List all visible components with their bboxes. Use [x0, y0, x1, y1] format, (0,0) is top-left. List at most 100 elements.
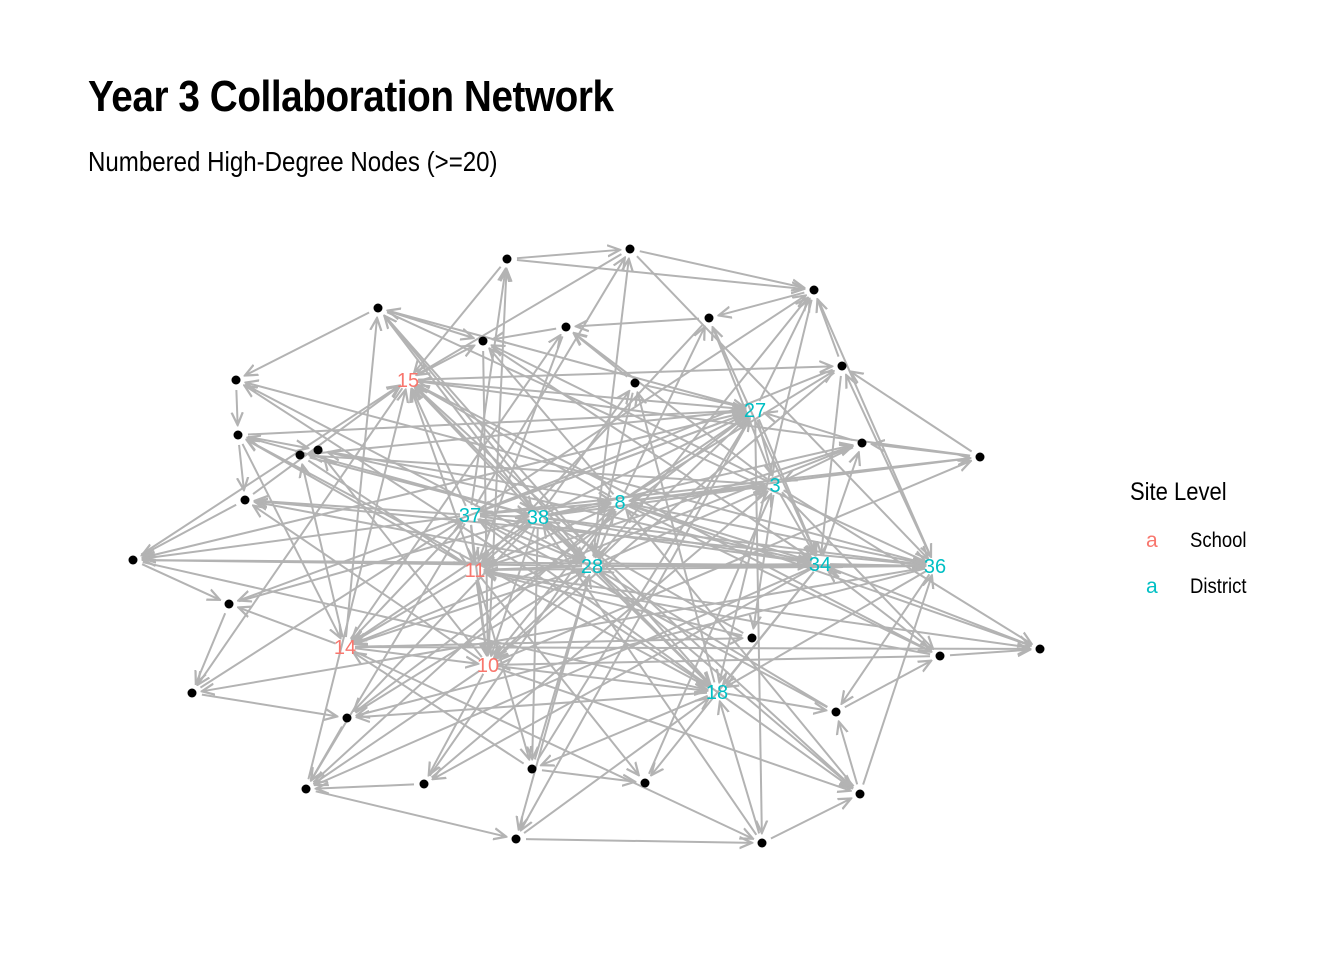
network-node-point: [975, 452, 985, 462]
network-node-label-27: 27: [744, 400, 766, 422]
network-edge: [497, 667, 850, 790]
network-edge: [629, 503, 925, 564]
network-node-point: [301, 784, 311, 794]
network-edge: [519, 575, 591, 830]
legend-label-district: District: [1190, 575, 1247, 598]
network-edge: [544, 525, 758, 836]
network-edge: [383, 314, 711, 684]
network-edge: [525, 839, 752, 843]
network-node-point: [478, 336, 488, 346]
network-edge: [516, 250, 620, 260]
network-node-point: [857, 438, 867, 448]
network-edge: [484, 566, 925, 570]
network-node-point: [809, 285, 819, 295]
network-edge: [628, 371, 834, 498]
network-edge: [844, 661, 931, 709]
network-node-label-34: 34: [809, 554, 831, 576]
network-edge: [238, 607, 336, 645]
legend-item-school: a School: [1130, 519, 1247, 565]
network-edge: [311, 726, 343, 781]
network-edge: [598, 571, 853, 787]
network-edge: [541, 769, 635, 782]
network-edge: [142, 559, 925, 566]
network-edge: [143, 411, 746, 557]
network-node-label-14: 14: [334, 637, 356, 659]
network-edge: [307, 459, 466, 564]
network-node-point: [502, 254, 512, 264]
network-edge: [521, 418, 752, 831]
network-edge: [770, 798, 851, 840]
network-edge: [753, 494, 775, 628]
network-edge: [354, 647, 478, 664]
network-edge: [626, 510, 855, 787]
network-edge: [310, 409, 746, 454]
network-edge: [349, 335, 561, 640]
network-edge: [782, 489, 1032, 643]
network-node-point: [187, 688, 197, 698]
network-edge: [492, 345, 767, 482]
network-node-point: [747, 633, 757, 643]
network-edge: [255, 501, 461, 516]
network-edge: [140, 385, 399, 556]
network-edge: [485, 572, 743, 637]
chart-subtitle: Numbered High-Degree Nodes (>=20): [88, 146, 498, 177]
network-edge: [574, 333, 628, 378]
network-edge: [354, 523, 532, 711]
network-edge: [479, 458, 970, 515]
network-node-point: [233, 430, 243, 440]
network-edge: [433, 567, 812, 779]
network-edge: [142, 561, 707, 690]
legend-title: Site Level: [1130, 478, 1227, 506]
network-edge: [143, 515, 461, 558]
network-edge: [523, 698, 709, 834]
network-node-label-10: 10: [477, 655, 499, 677]
network-node-point: [342, 713, 352, 723]
network-edge: [198, 387, 404, 685]
network-edge: [141, 563, 220, 600]
network-node-point: [295, 450, 305, 460]
network-edge: [872, 444, 971, 457]
network-edge: [387, 310, 474, 338]
network-edge: [416, 346, 474, 377]
network-node-label-36: 36: [924, 556, 946, 578]
network-edge: [416, 383, 931, 652]
network-node-label-8: 8: [614, 492, 625, 514]
network-edge: [536, 418, 749, 762]
network-edge: [623, 327, 704, 494]
network-node-point: [128, 555, 138, 565]
network-edge: [765, 413, 853, 442]
legend-key-district: a: [1146, 575, 1158, 598]
network-edge: [474, 258, 625, 507]
network-edge: [532, 526, 538, 759]
network-node-point: [704, 313, 714, 323]
network-edge: [354, 445, 854, 644]
network-edge: [196, 612, 227, 684]
network-node-point: [419, 779, 429, 789]
network-edge: [516, 259, 804, 289]
network-node-point: [630, 378, 640, 388]
legend-label-school: School: [1190, 529, 1247, 552]
network-edge: [307, 390, 405, 780]
network-edge: [142, 503, 237, 556]
network-node-label-38: 38: [527, 507, 549, 529]
network-edge: [829, 568, 1032, 647]
network-edge: [253, 506, 481, 661]
network-edge: [201, 693, 337, 717]
network-edge: [414, 266, 502, 373]
legend-key-school: a: [1146, 529, 1158, 552]
network-edge: [254, 499, 925, 565]
network-edge: [315, 567, 812, 785]
network-edge: [630, 457, 971, 501]
network-edge: [636, 255, 928, 559]
network-edge: [484, 446, 853, 568]
network-edge: [202, 566, 926, 692]
network-edge: [357, 691, 708, 718]
network-node-point: [640, 778, 650, 788]
network-node-point: [527, 764, 537, 774]
network-edge: [310, 456, 766, 486]
network-edge: [720, 702, 761, 834]
network-edge: [352, 521, 464, 639]
network-edge: [712, 326, 816, 555]
network-edge: [842, 573, 931, 703]
network-edge: [344, 318, 377, 638]
